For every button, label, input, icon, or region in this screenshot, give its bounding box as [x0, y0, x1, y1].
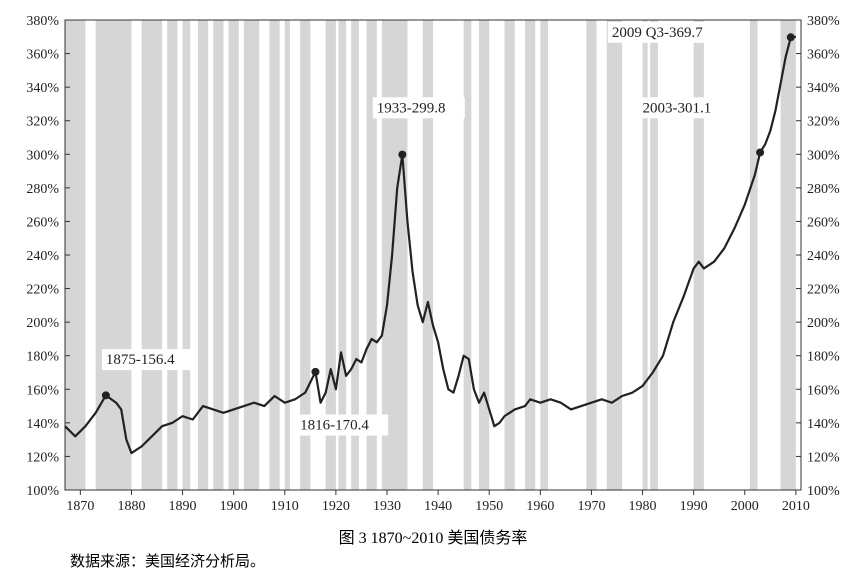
y-tick-left: 240% — [26, 249, 59, 264]
y-tick-right: 120% — [807, 450, 840, 465]
y-tick-right: 100% — [807, 484, 840, 499]
x-tick: 1900 — [220, 499, 248, 514]
y-tick-right: 240% — [807, 249, 840, 264]
x-tick: 1930 — [373, 499, 401, 514]
data-marker — [756, 148, 764, 156]
y-tick-left: 380% — [26, 14, 59, 29]
annotation-label: 1816-170.4 — [300, 418, 369, 434]
x-tick: 1960 — [526, 499, 554, 514]
y-tick-right: 160% — [807, 383, 840, 398]
x-tick: 1880 — [117, 499, 145, 514]
y-tick-right: 320% — [807, 115, 840, 130]
y-tick-right: 180% — [807, 350, 840, 365]
x-tick: 1940 — [424, 499, 452, 514]
y-tick-left: 220% — [26, 283, 59, 298]
x-tick: 1920 — [322, 499, 350, 514]
chart-source: 数据来源：美国经济分析局。 — [70, 550, 856, 571]
data-marker — [102, 391, 110, 399]
y-tick-left: 120% — [26, 450, 59, 465]
y-tick-left: 260% — [26, 215, 59, 230]
chart-caption: 图 3 1870~2010 美国债务率 — [10, 524, 856, 548]
debt-ratio-chart: 100% 100% 120% 120% 140% 140% 160% 160% 180% 180%… — [10, 10, 856, 577]
x-tick: 1980 — [629, 499, 657, 514]
x-tick: 2010 — [782, 499, 810, 514]
x-tick: 2000 — [731, 499, 759, 514]
annotation-label: 2009 Q3-369.7 — [612, 25, 703, 41]
chart-svg: 100% 100% 120% 120% 140% 140% 160% 160% 180% 180%… — [10, 10, 856, 520]
y-tick-left: 340% — [26, 81, 59, 96]
annotation-label: 1875-156.4 — [106, 352, 175, 368]
y-tick-right: 380% — [807, 14, 840, 29]
y-tick-left: 160% — [26, 383, 59, 398]
y-tick-right: 140% — [807, 417, 840, 432]
y-tick-right: 340% — [807, 81, 840, 96]
data-marker — [311, 368, 319, 376]
y-tick-right: 220% — [807, 283, 840, 298]
y-tick-right: 280% — [807, 182, 840, 197]
y-tick-left: 200% — [26, 316, 59, 331]
x-tick: 1890 — [169, 499, 197, 514]
y-tick-right: 260% — [807, 215, 840, 230]
x-tick: 1970 — [577, 499, 605, 514]
y-tick-left: 180% — [26, 350, 59, 365]
annotation-label: 2003-301.1 — [643, 100, 712, 116]
y-tick-left: 320% — [26, 115, 59, 130]
x-tick: 1870 — [66, 499, 94, 514]
data-marker — [787, 33, 795, 41]
y-tick-left: 300% — [26, 148, 59, 163]
y-tick-right: 200% — [807, 316, 840, 331]
annotation-label: 1933-299.8 — [377, 100, 446, 116]
y-tick-right: 300% — [807, 148, 840, 163]
x-tick: 1950 — [475, 499, 503, 514]
y-tick-left: 360% — [26, 48, 59, 63]
y-tick-right: 360% — [807, 48, 840, 63]
y-tick-left: 280% — [26, 182, 59, 197]
y-tick-left: 140% — [26, 417, 59, 432]
data-marker — [398, 151, 406, 159]
y-tick-left: 100% — [26, 484, 59, 499]
x-tick: 1910 — [271, 499, 299, 514]
x-tick: 1990 — [680, 499, 708, 514]
